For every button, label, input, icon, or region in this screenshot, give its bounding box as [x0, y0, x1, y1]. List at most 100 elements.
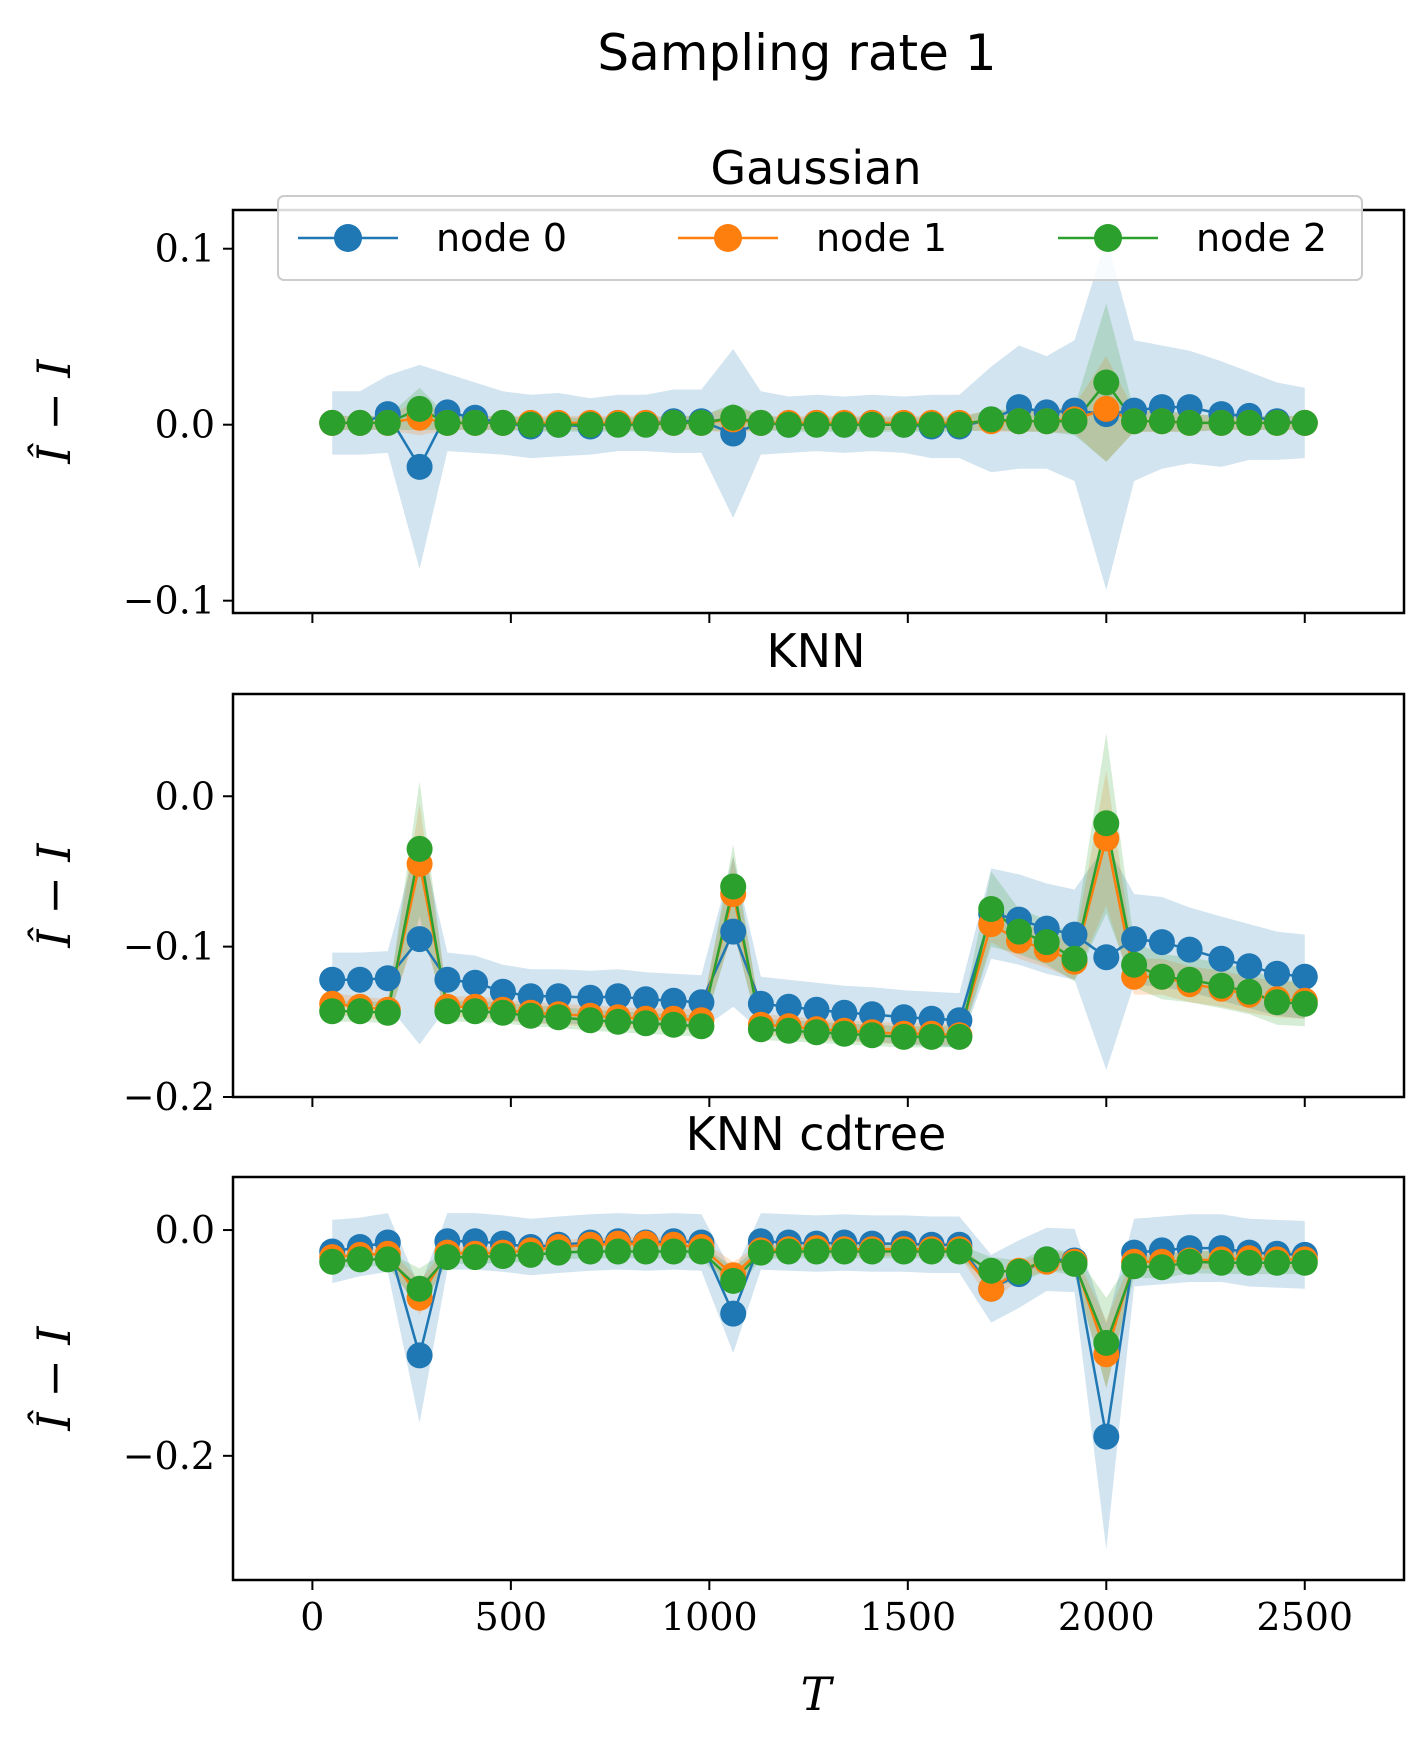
band-node-1 [332, 1236, 1305, 1389]
point-node-2 [434, 998, 461, 1025]
legend-marker-node-0 [334, 224, 362, 252]
point-node-0 [434, 966, 461, 993]
point-node-2 [1291, 409, 1318, 436]
y-axis-label: Î − I [26, 1326, 81, 1432]
plot-area [319, 238, 1318, 591]
point-node-0 [406, 453, 433, 480]
point-node-0 [462, 969, 489, 996]
point-node-0 [1291, 963, 1318, 990]
point-node-2 [660, 409, 687, 436]
point-node-2 [890, 1023, 917, 1050]
point-node-2 [1033, 408, 1060, 435]
band-node-0 [332, 1213, 1305, 1550]
point-node-1 [978, 1275, 1005, 1302]
point-node-2 [517, 1241, 544, 1268]
point-node-2 [577, 411, 604, 438]
point-node-0 [1061, 921, 1088, 948]
panel-knn: KNN −0.2 −0.1 0.0 Î − I [26, 624, 1406, 1119]
point-node-2 [1264, 989, 1290, 1016]
x-axis-label: T [801, 1667, 835, 1721]
point-node-0 [720, 1300, 747, 1327]
point-node-2 [1208, 1249, 1235, 1276]
point-node-2 [545, 1004, 572, 1031]
point-node-0 [1093, 944, 1120, 971]
point-node-2 [1148, 963, 1175, 990]
point-node-0 [803, 996, 830, 1023]
point-node-0 [406, 1342, 433, 1369]
panel-gaussian: Gaussian −0.1 0.0 0.1 Î − I [26, 141, 1406, 623]
point-node-2 [434, 409, 461, 436]
point-node-0 [859, 1001, 886, 1028]
point-node-2 [632, 411, 659, 438]
point-node-2 [1006, 408, 1032, 435]
point-node-0 [632, 986, 659, 1013]
point-node-2 [632, 1238, 659, 1265]
point-node-2 [374, 1246, 401, 1273]
point-node-2 [946, 1023, 973, 1050]
axes-frame [231, 692, 1406, 1099]
point-node-2 [517, 1002, 544, 1029]
plot-area [319, 1213, 1318, 1550]
panel-title: Gaussian [710, 141, 921, 195]
point-node-2 [660, 1011, 687, 1038]
y-tick-label: 0.0 [155, 774, 215, 818]
point-node-0 [1236, 953, 1263, 980]
point-node-2 [577, 1007, 604, 1034]
point-node-2 [978, 1257, 1005, 1284]
point-node-2 [1176, 1248, 1203, 1275]
point-node-0 [747, 990, 774, 1017]
y-tick-label: 0.0 [155, 1208, 215, 1252]
point-node-2 [374, 999, 401, 1026]
point-node-2 [1121, 408, 1148, 435]
y-tick-label: −0.2 [123, 1075, 215, 1119]
point-node-2 [859, 1022, 886, 1049]
legend-entry-node-1: node 1 [678, 216, 947, 260]
point-node-2 [545, 411, 572, 438]
point-node-2 [406, 1275, 433, 1302]
band-node-1 [332, 770, 1305, 1046]
point-node-2 [803, 411, 830, 438]
point-node-2 [406, 835, 433, 862]
point-node-2 [1093, 810, 1120, 837]
panel-title: KNN cdtree [686, 1107, 947, 1161]
point-node-2 [319, 998, 346, 1025]
x-tick-label: 1000 [661, 1595, 758, 1639]
band-node-0 [332, 833, 1305, 1070]
point-node-2 [890, 1238, 917, 1265]
axes-frame [231, 1175, 1406, 1582]
point-node-2 [978, 896, 1005, 922]
point-node-0 [406, 926, 433, 953]
point-node-2 [1033, 1246, 1060, 1273]
point-node-2 [1093, 369, 1120, 396]
point-node-2 [1148, 408, 1175, 435]
point-node-2 [747, 1239, 774, 1266]
point-node-2 [831, 1020, 858, 1047]
y-tick-label: −0.1 [123, 579, 215, 623]
point-node-2 [1176, 966, 1203, 993]
point-node-0 [1148, 929, 1175, 956]
panel-knn-cdtree: KNN cdtree 0 500 1000 1500 2000 2500 −0.2 0.0 Î … [26, 1107, 1406, 1639]
legend-frame [277, 195, 1363, 281]
point-node-2 [1033, 929, 1060, 956]
point-node-2 [1121, 951, 1148, 978]
point-node-2 [605, 1238, 631, 1265]
point-node-2 [831, 1238, 858, 1265]
point-node-2 [1148, 1254, 1175, 1281]
point-node-2 [605, 1008, 631, 1035]
point-node-2 [1121, 1253, 1148, 1280]
point-node-2 [1006, 918, 1032, 945]
point-node-2 [660, 1238, 687, 1265]
y-tick-label: 0.1 [155, 227, 215, 271]
point-node-2 [489, 1243, 516, 1269]
point-node-2 [803, 1019, 830, 1046]
panel-title: KNN [767, 624, 866, 678]
point-node-0 [319, 966, 346, 993]
x-tick-label: 0 [300, 1595, 324, 1639]
point-node-2 [890, 411, 917, 438]
point-node-0 [688, 989, 715, 1016]
point-node-2 [374, 409, 401, 436]
point-node-0 [775, 993, 802, 1020]
point-node-0 [1264, 960, 1290, 987]
point-node-2 [434, 1244, 461, 1271]
